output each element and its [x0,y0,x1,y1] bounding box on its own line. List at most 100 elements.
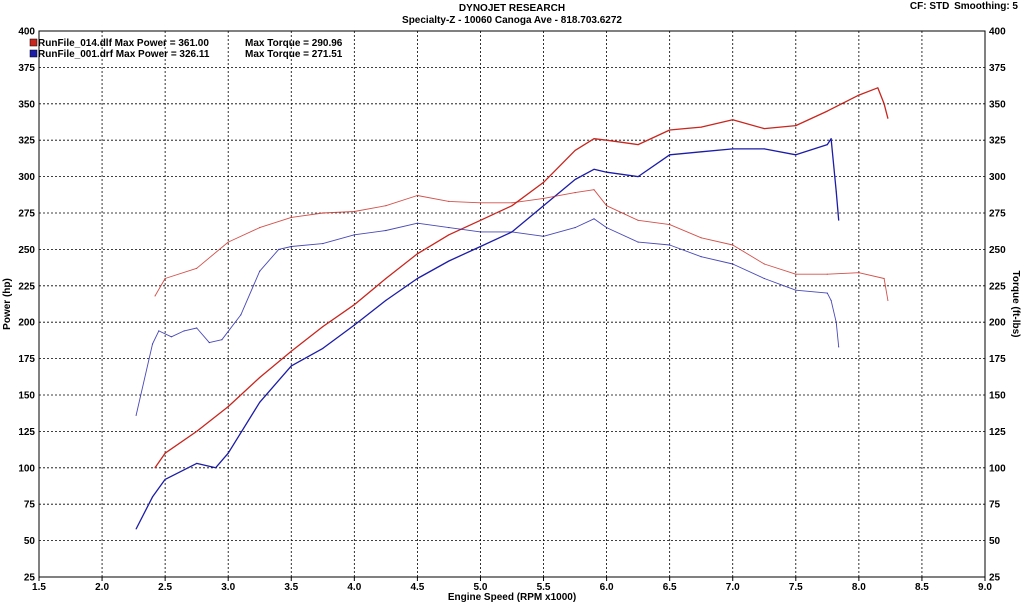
data-point [830,299,832,301]
data-point [700,151,702,153]
data-point [259,270,261,272]
data-point [542,197,545,199]
grid-lines [39,31,985,577]
legend-torque-label: Max Torque = 290.96 [245,38,343,49]
data-point [835,190,837,192]
legend-swatch [29,38,38,47]
data-point [479,231,482,233]
y2-tick-label: 250 [989,245,1006,256]
data-point [669,154,671,156]
y-tick-label: 300 [18,172,35,183]
data-point [511,205,513,207]
data-point [887,299,889,301]
data-point [448,260,450,262]
data-point [732,148,734,150]
data-point [290,216,292,218]
data-point [593,138,595,140]
data-point [479,202,482,204]
data-point [135,414,137,416]
data-point [593,168,595,170]
data-point [637,219,639,221]
data-point [208,342,210,344]
data-point [196,267,198,269]
data-point [353,210,355,213]
x-tick-label: 3.5 [284,582,298,593]
data-point [700,237,702,239]
legend-torque-label: Max Torque = 271.51 [245,49,343,60]
y-tick-label: 250 [18,245,35,256]
series-torque-4 [135,218,840,416]
data-point [883,277,885,280]
settings-readout: CF: STD Smoothing: 5 [908,1,1018,12]
y2-tick-label: 300 [989,172,1006,183]
data-point [763,277,765,280]
data-point [574,149,576,151]
y2-tick-label: 25 [989,573,1001,584]
data-point [385,205,387,207]
data-point [826,292,828,294]
data-point [227,452,229,454]
data-point [826,273,828,275]
y2-tick-label: 175 [989,354,1006,365]
y-tick-label: 400 [18,27,35,38]
data-point [416,222,418,224]
data-point [240,314,242,316]
data-point [858,94,860,96]
x-axis-title: Engine Speed (RPM x1000) [448,592,576,602]
x-tick-label: 2.5 [158,582,172,593]
data-point [700,126,702,128]
data-point [637,144,639,146]
data-point [183,330,185,332]
y-tick-label: 350 [18,99,35,110]
data-point [858,272,860,274]
data-point [221,339,223,341]
y2-tick-label: 225 [989,281,1006,292]
smoothing-label: Smoothing: 5 [954,1,1018,12]
data-point [795,154,797,156]
data-point [196,430,198,432]
data-point [151,343,154,345]
data-point [290,365,292,367]
data-point [511,202,513,204]
data-point [826,144,828,146]
y2-tick-label: 50 [989,536,1001,547]
data-point [322,347,324,349]
data-point [732,244,734,246]
data-point [416,194,418,197]
x-tick-label: 5.0 [474,582,488,593]
y-tick-label: 225 [18,281,35,292]
y-tick-label: 50 [24,536,36,547]
x-tick-label: 4.5 [410,582,424,593]
y2-tick-label: 275 [989,209,1006,220]
correction-factor-label: CF: STD [909,1,950,12]
data-point [763,148,765,150]
data-point [322,243,324,245]
data-point [732,263,734,265]
data-point [606,227,608,229]
y2-tick-label: 150 [989,391,1006,402]
data-point [135,528,137,530]
legend-file-label: RunFile_014.dlf Max Power = 361.00 [38,38,209,49]
data-point [151,496,154,498]
data-point [574,178,576,181]
data-point [416,277,418,280]
y-tick-label: 325 [18,136,35,147]
legend: RunFile_014.dlf Max Power = 361.00 Max To… [29,38,343,60]
x-tick-label: 8.5 [915,582,929,593]
data-point [835,321,837,323]
x-tick-label: 3.0 [221,582,235,593]
data-point [259,227,261,229]
y2-tick-label: 125 [989,427,1006,438]
y2-tick-label: 350 [989,99,1006,110]
data-point [838,219,840,221]
data-point [448,234,450,236]
data-point [763,128,765,130]
data-point [542,181,545,183]
y2-axis-title: Torque (ft-lbs) [1010,270,1021,337]
data-point [637,241,639,243]
y-tick-label: 275 [18,209,35,220]
data-point [353,234,355,236]
data-point [385,277,387,280]
y-axis-title: Power (hp) [2,278,13,330]
